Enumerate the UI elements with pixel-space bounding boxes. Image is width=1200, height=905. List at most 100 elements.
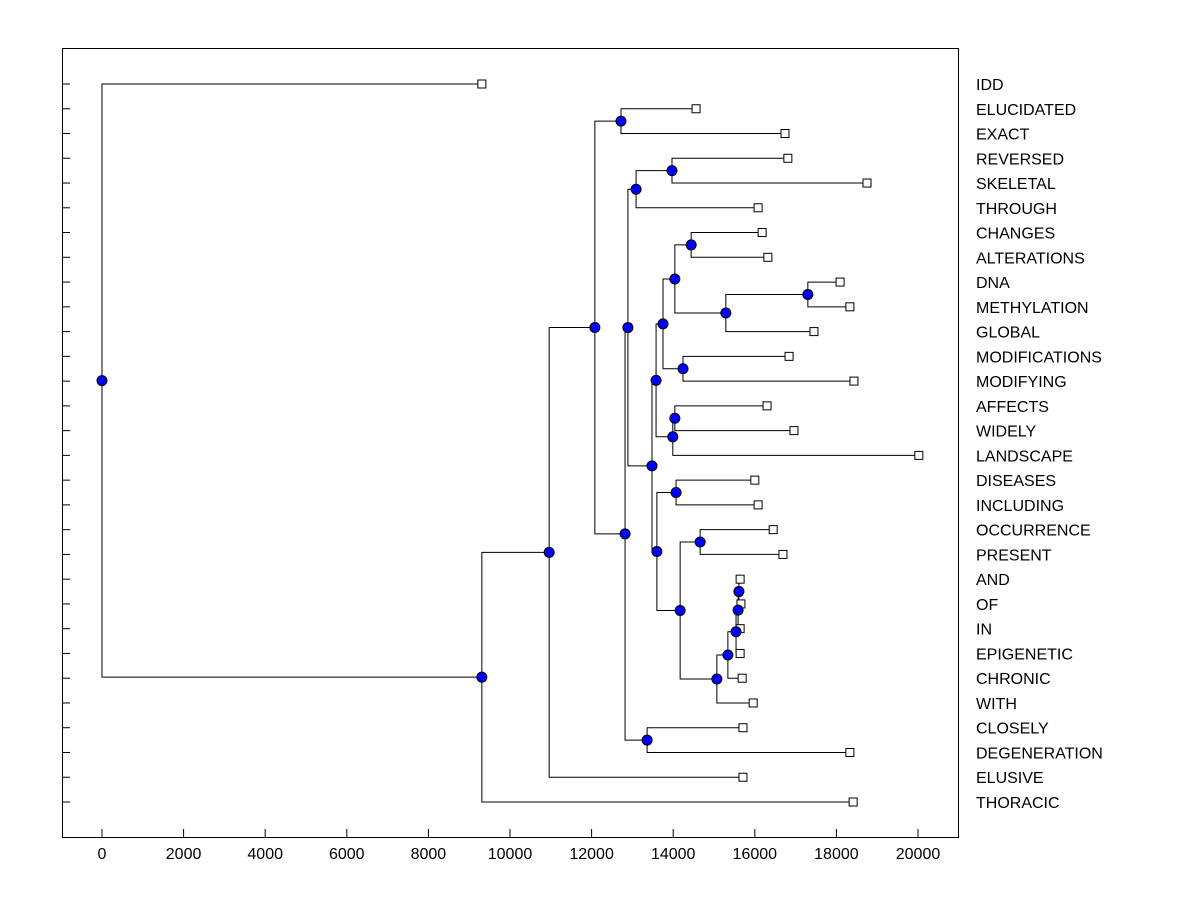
leaf-marker bbox=[768, 525, 778, 535]
merge-node bbox=[670, 487, 682, 499]
dendrogram-link bbox=[481, 677, 854, 803]
merge-node bbox=[733, 586, 745, 598]
leaf-label: SKELETAL bbox=[976, 176, 1056, 193]
leaf-label: LANDSCAPE bbox=[976, 448, 1073, 465]
merge-node bbox=[722, 649, 734, 661]
leaf-marker bbox=[763, 252, 773, 262]
x-tick-label: 12000 bbox=[569, 846, 614, 863]
leaf-marker bbox=[748, 698, 758, 708]
leaf-label: AFFECTS bbox=[976, 399, 1049, 416]
merge-node bbox=[674, 605, 686, 617]
merge-node bbox=[802, 288, 814, 300]
merge-node bbox=[650, 374, 662, 386]
leaf-label: INCLUDING bbox=[976, 498, 1064, 515]
leaf-label: DNA bbox=[976, 275, 1010, 292]
dendrogram-link bbox=[725, 313, 814, 333]
merge-node bbox=[630, 183, 642, 195]
leaf-label: WIDELY bbox=[976, 424, 1036, 441]
leaf-label: CHRONIC bbox=[976, 671, 1051, 688]
merge-node bbox=[96, 375, 108, 387]
dendrogram-link bbox=[679, 610, 717, 680]
leaf-label: DEGENERATION bbox=[976, 745, 1103, 762]
merge-node bbox=[615, 115, 627, 127]
dendrogram-link bbox=[675, 479, 755, 493]
x-tick-label: 10000 bbox=[488, 846, 533, 863]
x-tick-label: 20000 bbox=[896, 846, 941, 863]
leaf-marker bbox=[783, 153, 793, 163]
dendrogram-link bbox=[682, 355, 790, 369]
dendrogram-link bbox=[671, 157, 788, 171]
leaf-label: EPIGENETIC bbox=[976, 646, 1073, 663]
leaf-label: OCCURRENCE bbox=[976, 523, 1091, 540]
dendrogram-link bbox=[548, 326, 595, 553]
x-tick-label: 18000 bbox=[814, 846, 859, 863]
leaf-label: METHYLATION bbox=[976, 300, 1089, 317]
leaf-label: THROUGH bbox=[976, 201, 1057, 218]
dendrogram-link bbox=[716, 678, 754, 704]
dendrogram-link bbox=[682, 368, 854, 382]
leaf-label: IN bbox=[976, 622, 992, 639]
leaf-label: OF bbox=[976, 597, 998, 614]
leaf-marker bbox=[737, 673, 747, 683]
leaf-label: EXACT bbox=[976, 127, 1030, 144]
leaf-marker bbox=[848, 797, 858, 807]
merge-node bbox=[720, 307, 732, 319]
leaf-marker bbox=[738, 772, 748, 782]
dendrogram-link bbox=[655, 380, 673, 438]
leaf-marker bbox=[753, 203, 763, 213]
merge-node bbox=[641, 734, 653, 746]
dendrogram-link bbox=[675, 492, 759, 506]
dendrogram-link bbox=[672, 436, 919, 456]
leaf-label: DISEASES bbox=[976, 473, 1056, 490]
leaf-marker bbox=[845, 302, 855, 312]
leaf-label: WITH bbox=[976, 696, 1017, 713]
leaf-marker bbox=[845, 747, 855, 757]
dendrogram-link bbox=[674, 278, 726, 314]
leaf-label: CLOSELY bbox=[976, 721, 1049, 738]
dendrogram-link bbox=[656, 551, 681, 612]
merge-node bbox=[589, 321, 601, 333]
dendrogram-link bbox=[655, 323, 664, 381]
x-tick-label: 8000 bbox=[411, 846, 447, 863]
merge-node bbox=[677, 363, 689, 375]
merge-node bbox=[732, 604, 744, 616]
x-tick-label: 0 bbox=[98, 846, 107, 863]
leaf-marker bbox=[735, 648, 745, 658]
dendrogram-link bbox=[679, 541, 701, 611]
leaf-marker bbox=[914, 450, 924, 460]
merge-node bbox=[646, 460, 658, 472]
leaf-marker bbox=[789, 426, 799, 436]
dendrogram-link bbox=[101, 380, 482, 678]
dendrogram-link bbox=[662, 278, 675, 324]
leaf-marker bbox=[784, 351, 794, 361]
merge-node bbox=[657, 318, 669, 330]
merge-node bbox=[651, 546, 663, 558]
leaf-label: IDD bbox=[976, 77, 1004, 94]
leaf-label: GLOBAL bbox=[976, 325, 1040, 342]
leaf-marker bbox=[735, 574, 745, 584]
leaf-marker bbox=[862, 178, 872, 188]
leaf-marker bbox=[691, 104, 701, 114]
leaf-marker bbox=[780, 129, 790, 139]
dendrogram-link bbox=[594, 327, 626, 535]
leaf-label: CHANGES bbox=[976, 226, 1055, 243]
leaf-label: REVERSED bbox=[976, 151, 1064, 168]
leaf-marker bbox=[849, 376, 859, 386]
dendrogram-link bbox=[646, 740, 850, 753]
dendrogram-link bbox=[651, 465, 657, 553]
dendrogram-link bbox=[594, 120, 621, 328]
merge-node bbox=[694, 536, 706, 548]
merge-node bbox=[711, 673, 723, 685]
merge-node bbox=[669, 273, 681, 285]
dendrogram-link bbox=[627, 188, 637, 328]
x-tick-label: 16000 bbox=[733, 846, 778, 863]
leaf-label: ALTERATIONS bbox=[976, 250, 1085, 267]
dendrogram-link bbox=[699, 529, 774, 543]
plot-frame bbox=[62, 48, 959, 838]
dendrogram-link bbox=[620, 121, 786, 135]
x-tick-label: 2000 bbox=[166, 846, 202, 863]
merge-node bbox=[730, 626, 742, 638]
leaf-label: ELUSIVE bbox=[976, 770, 1044, 787]
dendrogram-link bbox=[674, 405, 768, 419]
